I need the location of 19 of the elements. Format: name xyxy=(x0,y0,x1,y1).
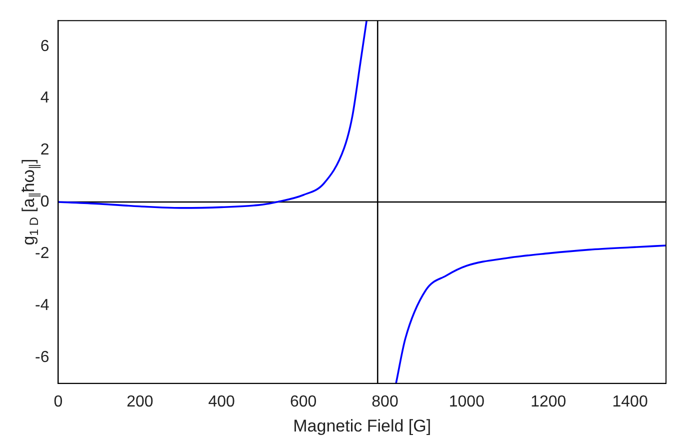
x-axis-title: Magnetic Field [G] xyxy=(293,416,432,436)
x-tick-label: 1400 xyxy=(612,393,648,410)
line-series xyxy=(58,20,368,209)
y-tick-label: -6 xyxy=(34,348,50,366)
y-tick-label: 2 xyxy=(40,142,50,159)
y-tick-label: -2 xyxy=(34,245,50,262)
x-tick-label: 0 xyxy=(54,393,63,410)
x-tick-label: 1200 xyxy=(530,393,566,410)
y-tick-label: 6 xyxy=(40,38,50,55)
y-tick-label: -4 xyxy=(34,297,50,314)
line-series xyxy=(395,244,666,384)
y-axis-title: g1 D [a∥ħω∥] xyxy=(19,158,41,246)
y-tick-label: 0 xyxy=(40,193,50,210)
y-tick-label: 4 xyxy=(40,90,50,107)
x-tick-label: 800 xyxy=(372,393,398,410)
x-tick-label: 400 xyxy=(208,393,236,410)
x-tick-label: 600 xyxy=(290,393,317,410)
x-tick-label: 200 xyxy=(126,393,154,410)
x-tick-label: 1000 xyxy=(448,393,485,410)
